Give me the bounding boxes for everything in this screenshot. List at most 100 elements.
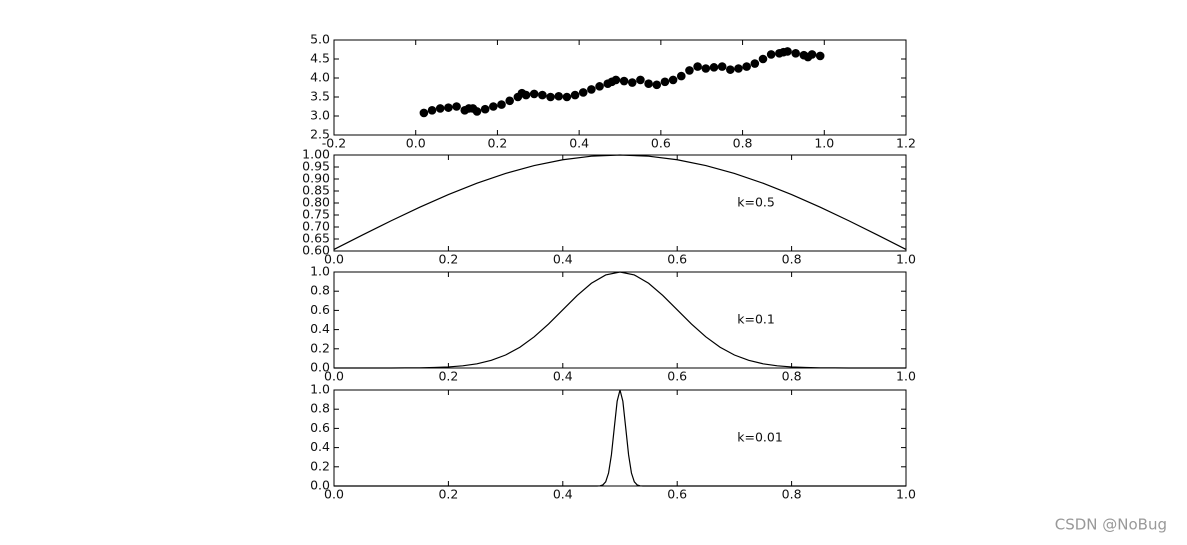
point bbox=[660, 77, 670, 87]
axes-frame bbox=[333, 39, 907, 136]
y-tick-label: 4.0 bbox=[310, 70, 330, 85]
y-tick-label: 0.95 bbox=[302, 159, 330, 174]
annotation: k=0.5 bbox=[737, 195, 775, 210]
y-tick-label: 2.5 bbox=[310, 127, 330, 142]
point bbox=[435, 104, 445, 113]
point bbox=[668, 75, 678, 85]
x-tick-label: 0.2 bbox=[438, 369, 458, 384]
x-tick-label: 0.2 bbox=[487, 136, 507, 151]
point bbox=[497, 100, 506, 109]
x-tick-label: 0.8 bbox=[782, 487, 802, 502]
x-tick-label: 0.0 bbox=[324, 252, 344, 267]
point bbox=[709, 63, 719, 72]
point bbox=[750, 59, 760, 68]
x-tick-label: 0.4 bbox=[569, 136, 589, 151]
y-tick-label: 1.00 bbox=[302, 147, 330, 162]
point bbox=[807, 50, 817, 59]
annotation: k=0.1 bbox=[737, 312, 775, 327]
y-tick-label: 4.5 bbox=[310, 51, 330, 66]
x-tick-label: 1.0 bbox=[814, 136, 834, 151]
point bbox=[758, 54, 768, 64]
axes-frame bbox=[333, 389, 907, 487]
x-tick-label: 0.2 bbox=[438, 252, 458, 267]
x-tick-label: 0.0 bbox=[406, 136, 426, 151]
y-tick-label: 0.60 bbox=[302, 243, 330, 258]
point bbox=[538, 90, 547, 100]
point bbox=[783, 47, 792, 56]
y-tick-label: 3.5 bbox=[310, 89, 330, 104]
x-tick-label: 0.2 bbox=[438, 487, 458, 502]
x-tick-label: 0.8 bbox=[782, 252, 802, 267]
point bbox=[611, 75, 621, 85]
x-tick-label: 0.0 bbox=[324, 369, 344, 384]
point bbox=[701, 64, 711, 73]
y-tick-label: 0.8 bbox=[310, 283, 330, 298]
point bbox=[734, 64, 743, 73]
y-tick-label: 0.75 bbox=[302, 207, 330, 222]
point bbox=[546, 92, 555, 102]
x-tick-label: 1.0 bbox=[896, 487, 916, 502]
y-tick-label: 5.0 bbox=[310, 32, 330, 47]
x-tick-label: 0.8 bbox=[733, 136, 753, 151]
y-tick-label: 0.90 bbox=[302, 171, 330, 186]
x-tick-label: -0.2 bbox=[322, 136, 346, 151]
y-tick-label: 0.70 bbox=[302, 219, 330, 234]
point bbox=[676, 71, 686, 81]
point bbox=[644, 79, 653, 88]
y-tick-label: 1.0 bbox=[310, 264, 330, 279]
y-tick-label: 0.8 bbox=[310, 401, 330, 416]
point bbox=[742, 62, 751, 71]
x-tick-label: 0.6 bbox=[667, 252, 687, 267]
point bbox=[627, 78, 637, 87]
point bbox=[452, 102, 461, 111]
point bbox=[595, 82, 604, 91]
x-tick-label: 0.6 bbox=[667, 487, 687, 502]
point bbox=[693, 62, 702, 71]
x-tick-label: 1.0 bbox=[896, 252, 916, 267]
point bbox=[529, 89, 539, 99]
point bbox=[619, 76, 629, 86]
point bbox=[717, 62, 727, 71]
point bbox=[480, 104, 490, 114]
y-tick-label: 0.2 bbox=[310, 340, 330, 355]
point bbox=[472, 107, 482, 116]
y-tick-label: 0.0 bbox=[310, 360, 330, 375]
x-tick-label: 0.6 bbox=[667, 369, 687, 384]
point bbox=[521, 90, 531, 100]
y-tick-label: 0.65 bbox=[302, 231, 330, 246]
x-tick-label: 1.0 bbox=[896, 369, 916, 384]
point bbox=[815, 51, 825, 61]
x-tick-label: 0.4 bbox=[553, 252, 573, 267]
point bbox=[652, 80, 662, 90]
point bbox=[554, 91, 564, 101]
point bbox=[427, 106, 437, 115]
point bbox=[636, 75, 645, 85]
point bbox=[570, 90, 580, 100]
y-tick-label: 0.6 bbox=[310, 420, 330, 435]
point bbox=[489, 102, 498, 111]
x-tick-label: 0.0 bbox=[324, 487, 344, 502]
y-tick-label: 0.85 bbox=[302, 183, 330, 198]
y-tick-label: 0.80 bbox=[302, 195, 330, 210]
y-tick-label: 0.4 bbox=[310, 439, 330, 454]
point bbox=[726, 65, 735, 74]
axes-frame bbox=[333, 271, 907, 369]
point bbox=[505, 96, 514, 106]
point bbox=[587, 85, 596, 94]
x-tick-label: 1.2 bbox=[896, 136, 916, 151]
x-tick-label: 0.4 bbox=[553, 487, 573, 502]
y-tick-label: 3.0 bbox=[310, 108, 330, 123]
y-tick-label: 0.4 bbox=[310, 321, 330, 336]
y-tick-label: 1.0 bbox=[310, 382, 330, 397]
point bbox=[791, 49, 800, 58]
x-tick-label: 0.8 bbox=[782, 369, 802, 384]
watermark: CSDN @NoBug bbox=[1055, 516, 1167, 534]
point bbox=[578, 88, 588, 97]
point bbox=[444, 103, 453, 112]
y-tick-label: 0.0 bbox=[310, 478, 330, 493]
y-tick-label: 0.6 bbox=[310, 302, 330, 317]
point bbox=[419, 108, 429, 118]
annotation: k=0.01 bbox=[737, 430, 783, 445]
